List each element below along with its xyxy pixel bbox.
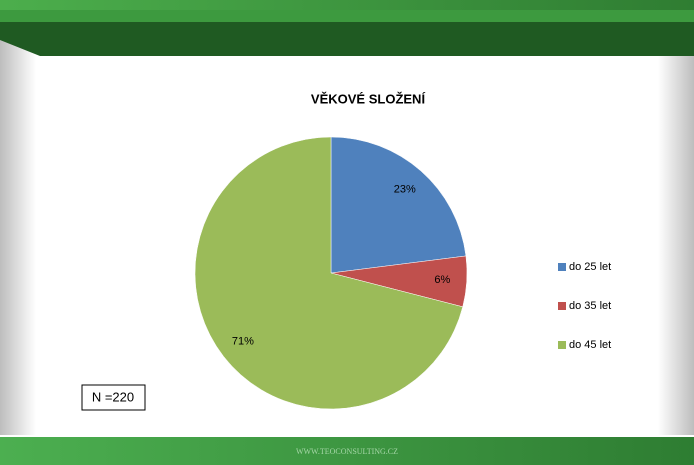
data-label: 23%: [394, 183, 416, 195]
legend-swatch: [558, 263, 566, 271]
data-label: 6%: [434, 274, 450, 286]
legend-label: do 25 let: [569, 261, 611, 273]
top-stripe: [0, 10, 694, 22]
footer-bar: [0, 437, 694, 465]
legend-label: do 45 let: [569, 339, 611, 351]
pie-slice: [330, 136, 467, 274]
shadow-left: [0, 40, 36, 435]
shadow-right: [658, 40, 694, 435]
legend-swatch: [558, 302, 566, 310]
legend-swatch: [558, 341, 566, 349]
footer-text: WWW.TEOCONSULTING.CZ: [296, 447, 398, 456]
annotation: N =220: [92, 389, 134, 404]
chart-title: VĚKOVÉ SLOŽENÍ: [311, 91, 426, 106]
top-band: [0, 18, 694, 56]
pie-slice: [194, 136, 464, 410]
legend-label: do 35 let: [569, 300, 611, 312]
data-label: 71%: [232, 335, 254, 347]
annotation-box: [81, 384, 146, 411]
